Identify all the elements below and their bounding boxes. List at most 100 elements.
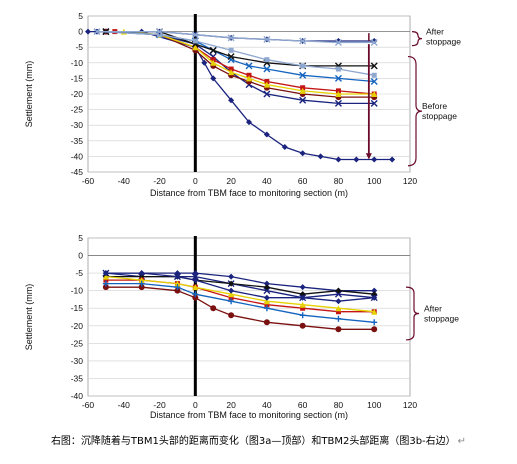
data-point bbox=[299, 284, 306, 291]
data-point bbox=[264, 302, 270, 308]
data-point bbox=[263, 294, 270, 301]
data-point bbox=[281, 144, 288, 151]
data-point bbox=[264, 79, 270, 85]
data-point bbox=[192, 38, 198, 44]
data-point bbox=[138, 277, 145, 284]
x-tick-label: -40 bbox=[118, 176, 131, 186]
before-arrow-head bbox=[365, 153, 372, 160]
data-point bbox=[201, 59, 208, 66]
data-point bbox=[335, 315, 342, 322]
y-tick-label: -10 bbox=[71, 58, 84, 68]
data-point bbox=[138, 284, 145, 291]
data-point bbox=[138, 280, 145, 287]
series-line bbox=[96, 30, 375, 44]
x-tick-label: 60 bbox=[298, 176, 308, 186]
data-point bbox=[228, 312, 235, 319]
series-line bbox=[105, 286, 375, 330]
data-point bbox=[93, 28, 101, 36]
data-point bbox=[299, 87, 306, 94]
data-point bbox=[246, 72, 252, 78]
data-point bbox=[335, 66, 341, 72]
data-point bbox=[334, 290, 342, 298]
y-tick-label: -10 bbox=[71, 286, 84, 296]
data-point bbox=[174, 280, 181, 287]
data-point bbox=[263, 81, 270, 88]
data-point bbox=[192, 294, 199, 301]
y-tick-label: -5 bbox=[75, 268, 83, 278]
x-tick-label: -20 bbox=[153, 400, 166, 410]
data-point bbox=[263, 305, 270, 312]
x-tick-label: 20 bbox=[226, 176, 236, 186]
data-point bbox=[299, 312, 306, 319]
plot-area bbox=[87, 237, 411, 397]
data-point bbox=[335, 326, 342, 333]
data-point bbox=[228, 66, 234, 72]
data-point bbox=[299, 96, 307, 104]
data-point bbox=[335, 305, 342, 312]
y-tick-label: 5 bbox=[78, 11, 83, 21]
data-point bbox=[371, 287, 378, 294]
data-point bbox=[228, 273, 235, 280]
series-5 bbox=[102, 273, 378, 315]
annotation-before-stoppage: Before stoppage bbox=[422, 101, 457, 121]
y-tick-label: 5 bbox=[78, 233, 83, 243]
data-point bbox=[228, 97, 235, 104]
data-point bbox=[335, 298, 342, 305]
data-point bbox=[85, 28, 91, 35]
data-point bbox=[334, 99, 342, 107]
y-tick-label: -35 bbox=[71, 136, 84, 146]
y-tick-label: 0 bbox=[78, 27, 83, 37]
data-point bbox=[299, 322, 306, 329]
y-tick-label: -30 bbox=[71, 356, 84, 366]
chart-panel-2: 50-5-10-15-20-25-30-35-40-60 -40 -20 0 20 40 6… bbox=[24, 233, 459, 420]
data-point bbox=[157, 32, 163, 38]
data-point bbox=[300, 63, 306, 69]
y-tick-label: -25 bbox=[71, 338, 84, 348]
data-point bbox=[156, 28, 164, 36]
data-point bbox=[192, 291, 199, 298]
after-brace bbox=[405, 286, 420, 341]
x-tick-label: 0 bbox=[193, 400, 198, 410]
data-point bbox=[210, 59, 217, 66]
data-point bbox=[299, 301, 306, 308]
data-point bbox=[300, 85, 306, 91]
series-6 bbox=[102, 284, 378, 333]
data-point bbox=[263, 287, 271, 295]
settlement-figure: 50-5-10-15-20-25-30-35-40-45-60 -40 -20 0 20… bbox=[24, 11, 461, 420]
data-point bbox=[371, 294, 378, 301]
data-point bbox=[335, 88, 341, 94]
x-tick-label: 0 bbox=[193, 176, 198, 186]
data-point bbox=[209, 46, 217, 54]
x-axis-label: Distance from TBM face to monitoring sec… bbox=[150, 188, 348, 198]
caption-text: 右图：沉降随着与TBM1头部的距离而变化（图3a—顶部）和TBM2头部距离（图3… bbox=[50, 436, 456, 447]
data-point bbox=[371, 91, 378, 97]
data-point bbox=[263, 65, 271, 73]
data-point bbox=[353, 156, 360, 163]
before-brace bbox=[407, 55, 423, 167]
x-tick-label: 20 bbox=[226, 400, 236, 410]
data-point bbox=[228, 291, 235, 298]
data-point bbox=[299, 294, 306, 301]
data-point bbox=[335, 91, 342, 97]
data-point bbox=[299, 71, 307, 79]
data-point bbox=[228, 47, 234, 53]
y-axis-label: Settlement (mm) bbox=[24, 61, 34, 128]
data-point bbox=[103, 277, 109, 283]
x-tick-label: -60 bbox=[82, 176, 95, 186]
data-point bbox=[138, 270, 145, 277]
y-tick-label: -35 bbox=[71, 373, 84, 383]
data-point bbox=[228, 69, 235, 76]
data-point bbox=[174, 287, 181, 294]
data-point bbox=[228, 298, 235, 305]
series-8 bbox=[94, 29, 377, 78]
data-point bbox=[371, 72, 377, 78]
data-point bbox=[263, 319, 270, 326]
data-point bbox=[370, 39, 378, 47]
data-point bbox=[263, 131, 270, 138]
data-point bbox=[174, 273, 181, 280]
series-line bbox=[96, 30, 375, 76]
y-axis-label: Settlement (mm) bbox=[24, 284, 34, 351]
data-point bbox=[371, 326, 378, 333]
series-line bbox=[123, 30, 375, 95]
data-point bbox=[263, 90, 271, 98]
